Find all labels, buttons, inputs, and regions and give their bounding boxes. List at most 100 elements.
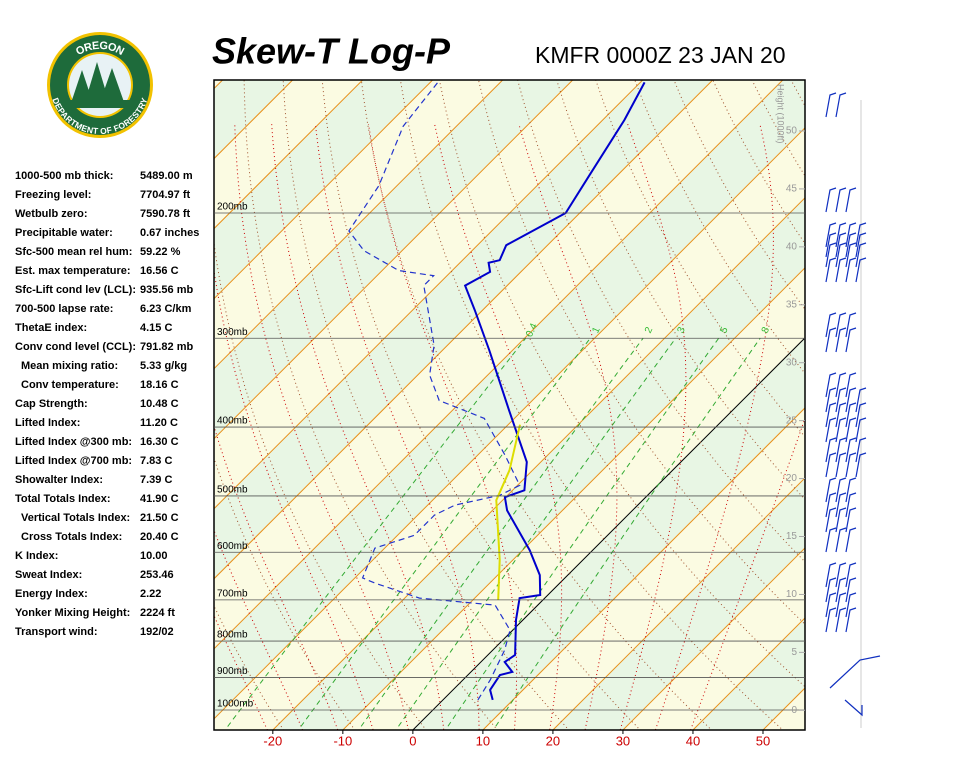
- index-value: 791.82 mb: [140, 341, 193, 353]
- index-value: 935.56 mb: [140, 284, 193, 296]
- pressure-label: 500mb: [217, 485, 248, 496]
- height-tick-label: 30: [786, 357, 798, 368]
- dry-adiabat: [779, 55, 960, 733]
- wind-barb: [846, 528, 856, 552]
- index-value: 41.90 C: [140, 493, 179, 505]
- wind-barb: [846, 438, 856, 462]
- index-value: 2.22: [140, 588, 161, 600]
- wind-barb: [846, 563, 856, 587]
- index-value: 192/02: [140, 626, 174, 638]
- index-value: 10.48 C: [140, 398, 179, 410]
- wind-barb: [826, 438, 836, 462]
- pressure-label: 800mb: [217, 630, 248, 641]
- index-label: ThetaE index:: [15, 322, 87, 334]
- index-label: Lifted Index @700 mb:: [15, 455, 132, 467]
- height-tick-label: 50: [786, 126, 798, 137]
- chart-title: Skew-T Log-P: [212, 31, 451, 72]
- index-label: Cross Totals Index:: [21, 531, 122, 543]
- pressure-label: 700mb: [217, 588, 248, 599]
- index-label: Yonker Mixing Height:: [15, 607, 130, 619]
- indices: 1000-500 mb thick: 5489.00 m Freezing leve…: [15, 170, 199, 638]
- station: KMFR 0000Z 23 JAN 20: [535, 42, 786, 68]
- index-label: 1000-500 mb thick:: [15, 170, 113, 182]
- height-tick-label: 10: [786, 589, 798, 600]
- wind-barb: [846, 313, 856, 337]
- height-tick-label: 25: [786, 415, 798, 426]
- index-label: Est. max temperature:: [15, 265, 131, 277]
- wind-barb: [836, 93, 846, 117]
- index-value: 7590.78 ft: [140, 208, 190, 220]
- isotherm: [833, 80, 960, 730]
- index-label: Showalter Index:: [15, 474, 103, 486]
- pressure-label: 200mb: [217, 202, 248, 213]
- pressure-label: 900mb: [217, 666, 248, 677]
- x-tick-label: 20: [546, 733, 560, 748]
- index-label: Precipitable water:: [15, 227, 113, 239]
- wind-barb: [836, 528, 846, 552]
- pressure-label: 400mb: [217, 416, 248, 427]
- height-tick-label: 0: [791, 705, 797, 716]
- height-tick-label: 15: [786, 531, 798, 542]
- index-label: Freezing level:: [15, 189, 91, 201]
- wind-barbs: [826, 93, 880, 715]
- height-axis-label: Height (1000ft): [776, 84, 786, 144]
- index-value: 253.46: [140, 569, 174, 581]
- x-tick-label: -20: [263, 733, 282, 748]
- index-value: 0.67 inches: [140, 227, 199, 239]
- wind-barb: [836, 478, 846, 502]
- index-value: 16.56 C: [140, 265, 179, 277]
- wind-barb: [836, 188, 846, 212]
- index-label: Total Totals Index:: [15, 493, 111, 505]
- x-tick-label: 30: [616, 733, 630, 748]
- index-value: 6.23 C/km: [140, 303, 192, 315]
- index-value: 7.83 C: [140, 455, 172, 467]
- index-label: Sweat Index:: [15, 569, 82, 581]
- index-label: Lifted Index:: [15, 417, 80, 429]
- x-tick-label: 10: [476, 733, 490, 748]
- index-value: 20.40 C: [140, 531, 179, 543]
- index-label: Cap Strength:: [15, 398, 88, 410]
- height-tick-label: 40: [786, 241, 798, 252]
- wind-barb: [836, 313, 846, 337]
- x-tick-label: 0: [409, 733, 416, 748]
- height-tick-label: 45: [786, 184, 798, 195]
- index-label: Mean mixing ratio:: [21, 360, 118, 372]
- index-label: Conv temperature:: [21, 379, 119, 391]
- dry-adiabat: [893, 55, 960, 733]
- index-label: Sfc-500 mean rel hum:: [15, 246, 132, 258]
- logo-ground: [70, 100, 130, 108]
- index-label: Wetbulb zero:: [15, 208, 88, 220]
- wind-barb: [830, 656, 880, 715]
- x-tick-label: 40: [686, 733, 700, 748]
- x-tick-label: 50: [756, 733, 770, 748]
- wind-barb: [846, 478, 856, 502]
- index-value: 7.39 C: [140, 474, 172, 486]
- logo: OREGON DEPARTMENT OF FORESTRY: [47, 32, 153, 138]
- index-value: 5.33 g/kg: [140, 360, 187, 372]
- index-value: 10.00: [140, 550, 168, 562]
- index-value: 7704.97 ft: [140, 189, 190, 201]
- height-tick-label: 5: [791, 647, 797, 658]
- x-tick-label: -10: [333, 733, 352, 748]
- wind-barb: [846, 188, 856, 212]
- wind-barb: [826, 313, 836, 337]
- index-label: Conv cond level (CCL):: [15, 341, 136, 353]
- index-value: 16.30 C: [140, 436, 179, 448]
- wind-barb: [826, 93, 836, 117]
- index-value: 59.22 %: [140, 246, 181, 258]
- index-label: Vertical Totals Index:: [21, 512, 130, 524]
- wind-barb: [846, 373, 856, 397]
- index-label: K Index:: [15, 550, 58, 562]
- height-tick-label: 20: [786, 473, 798, 484]
- height-tick-label: 35: [786, 299, 798, 310]
- index-value: 4.15 C: [140, 322, 172, 334]
- wind-barb: [826, 188, 836, 212]
- index-value: 5489.00 m: [140, 170, 193, 182]
- wind-barb: [826, 563, 836, 587]
- index-label: Sfc-Lift cond lev (LCL):: [15, 284, 136, 296]
- wind-barb: [826, 373, 836, 397]
- wind-barb: [836, 563, 846, 587]
- dry-adiabat: [931, 55, 960, 733]
